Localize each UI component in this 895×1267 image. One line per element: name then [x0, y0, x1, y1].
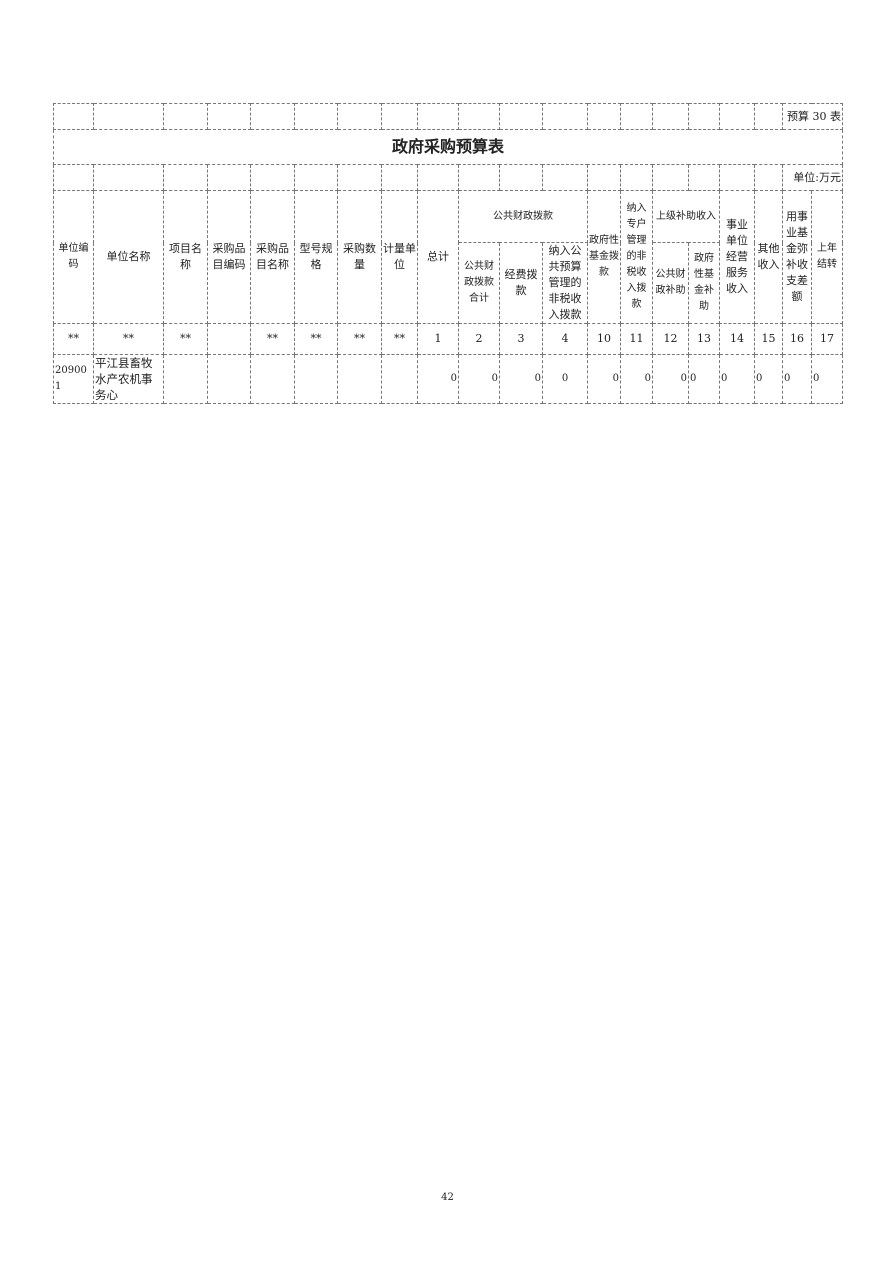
header-carryover: 上年结转: [811, 190, 843, 324]
header-row-1: 单位编码 单位名称 项目名称 采购品目编码 采购品目名称 型号规格 采购数量 计…: [53, 190, 843, 324]
header-unit-name: 单位名称: [93, 190, 164, 324]
column-code: 10: [587, 323, 621, 355]
header-quantity: 采购数量: [337, 190, 382, 324]
column-code: 2: [458, 323, 500, 355]
header-business-income: 事业单位经营服务收入: [719, 190, 755, 324]
column-code: 15: [754, 323, 783, 355]
column-code: **: [53, 323, 94, 355]
procurement-budget-table: 预算 30 表 政府采购预算表 单位:万元 单位编码 单位名称 项目名称 采购品…: [53, 103, 843, 404]
column-code: 12: [652, 323, 689, 355]
column-code: **: [250, 323, 295, 355]
cell-unit-name: 平江县畜牧水产农机事务心: [93, 354, 164, 404]
header-public-subsidy: 公共财政补助: [652, 242, 689, 324]
header-special-account: 纳入专户管理的非税收入拨款: [620, 190, 653, 324]
header-project-name: 项目名称: [163, 190, 208, 324]
column-code: **: [337, 323, 382, 355]
column-code: **: [381, 323, 418, 355]
column-code: 14: [719, 323, 755, 355]
column-code: 13: [688, 323, 720, 355]
cell-unit-code: 209001: [53, 354, 94, 404]
column-code: **: [93, 323, 164, 355]
column-code: 17: [811, 323, 843, 355]
cell-value: 0: [542, 354, 588, 404]
header-gov-fund: 政府性基金拨款: [587, 190, 621, 324]
unit-row: 单位:万元: [53, 164, 843, 191]
code-row: ** ** ** ** ** ** ** 1 2 3 4 10 11 12 13 14 15 16 17: [53, 323, 843, 355]
header-gov-fund-subsidy: 政府性基金补助: [688, 242, 720, 324]
unit-label: 单位:万元: [782, 164, 843, 191]
cell-value: 0: [688, 354, 720, 404]
header-other-income: 其他收入: [754, 190, 783, 324]
header-total: 总计: [417, 190, 459, 324]
column-code: 4: [542, 323, 588, 355]
cell-value: 0: [499, 354, 543, 404]
header-nontax-budget: 纳入公共预算管理的非税收入拨款: [542, 242, 588, 324]
header-superior-subsidy: 上级补助收入: [652, 190, 720, 243]
header-item-name: 采购品目名称: [250, 190, 295, 324]
page-number: 42: [441, 1192, 454, 1203]
cell-value: 0: [458, 354, 500, 404]
cell-value: 0: [417, 354, 459, 404]
cell-value: 0: [811, 354, 843, 404]
table-label: 预算 30 表: [782, 103, 843, 130]
column-code: **: [294, 323, 338, 355]
column-code: **: [163, 323, 208, 355]
column-code: 3: [499, 323, 543, 355]
header-measure-unit: 计量单位: [381, 190, 418, 324]
header-expense: 经费拨款: [499, 242, 543, 324]
table-row: 209001 平江县畜牧水产农机事务心 0 0 0 0 0 0 0 0 0 0 …: [53, 354, 843, 404]
page-title: 政府采购预算表: [53, 129, 843, 165]
cell-value: 0: [587, 354, 621, 404]
header-fund-offset: 用事业基金弥补收支差额: [782, 190, 812, 324]
label-row: 预算 30 表: [53, 103, 843, 130]
column-code: 1: [417, 323, 459, 355]
cell-value: 0: [782, 354, 812, 404]
header-unit-code: 单位编码: [53, 190, 94, 324]
header-public-finance-total: 公共财政拨款合计: [458, 242, 500, 324]
cell-value: 0: [754, 354, 783, 404]
column-code: 16: [782, 323, 812, 355]
column-code: 11: [620, 323, 653, 355]
cell-value: 0: [719, 354, 755, 404]
cell-value: 0: [652, 354, 689, 404]
column-code: [207, 323, 251, 355]
cell-value: 0: [620, 354, 653, 404]
header-model: 型号规格: [294, 190, 338, 324]
header-item-code: 采购品目编码: [207, 190, 251, 324]
header-public-finance: 公共财政拨款: [458, 190, 588, 243]
